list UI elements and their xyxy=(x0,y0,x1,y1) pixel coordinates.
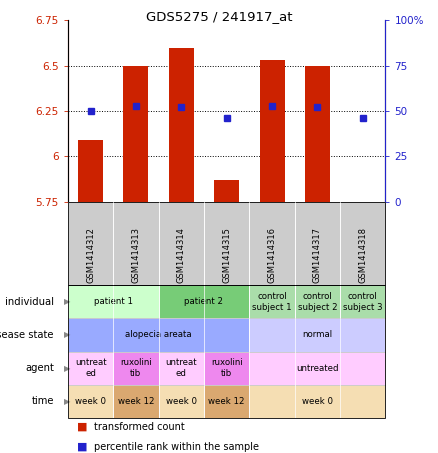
Text: control
subject 2: control subject 2 xyxy=(297,292,337,312)
Text: GDS5275 / 241917_at: GDS5275 / 241917_at xyxy=(146,10,292,23)
Text: GSM1414318: GSM1414318 xyxy=(358,227,367,283)
Text: GSM1414312: GSM1414312 xyxy=(86,227,95,283)
Text: individual: individual xyxy=(5,297,54,307)
Bar xyxy=(214,180,239,202)
Text: GSM1414314: GSM1414314 xyxy=(177,227,186,283)
Text: ■: ■ xyxy=(77,442,87,452)
Text: agent: agent xyxy=(25,363,54,373)
Text: ▶: ▶ xyxy=(64,397,70,405)
Bar xyxy=(305,66,330,202)
Text: week 12: week 12 xyxy=(118,397,154,405)
Text: untreat
ed: untreat ed xyxy=(166,358,197,378)
Bar xyxy=(78,140,103,202)
Text: normal: normal xyxy=(302,331,332,339)
Text: time: time xyxy=(32,396,54,406)
Text: week 0: week 0 xyxy=(302,397,333,405)
Bar xyxy=(260,60,285,202)
Text: untreat
ed: untreat ed xyxy=(75,358,106,378)
Text: transformed count: transformed count xyxy=(94,422,185,432)
Text: week 0: week 0 xyxy=(75,397,106,405)
Text: GSM1414315: GSM1414315 xyxy=(222,227,231,283)
Bar xyxy=(169,48,194,202)
Text: untreated: untreated xyxy=(296,364,339,372)
Text: patient 2: patient 2 xyxy=(184,298,223,306)
Text: week 12: week 12 xyxy=(208,397,245,405)
Text: week 0: week 0 xyxy=(166,397,197,405)
Text: disease state: disease state xyxy=(0,330,54,340)
Text: ▶: ▶ xyxy=(64,298,70,306)
Text: GSM1414317: GSM1414317 xyxy=(313,227,322,283)
Text: ▶: ▶ xyxy=(64,364,70,372)
Text: control
subject 1: control subject 1 xyxy=(252,292,292,312)
Text: ruxolini
tib: ruxolini tib xyxy=(120,358,152,378)
Text: control
subject 3: control subject 3 xyxy=(343,292,382,312)
Text: GSM1414313: GSM1414313 xyxy=(131,227,141,283)
Text: alopecia areata: alopecia areata xyxy=(125,331,192,339)
Text: GSM1414316: GSM1414316 xyxy=(268,227,276,283)
Text: ruxolini
tib: ruxolini tib xyxy=(211,358,243,378)
Text: ■: ■ xyxy=(77,422,87,432)
Bar xyxy=(124,66,148,202)
Text: percentile rank within the sample: percentile rank within the sample xyxy=(94,442,259,452)
Text: ▶: ▶ xyxy=(64,331,70,339)
Text: patient 1: patient 1 xyxy=(94,298,133,306)
